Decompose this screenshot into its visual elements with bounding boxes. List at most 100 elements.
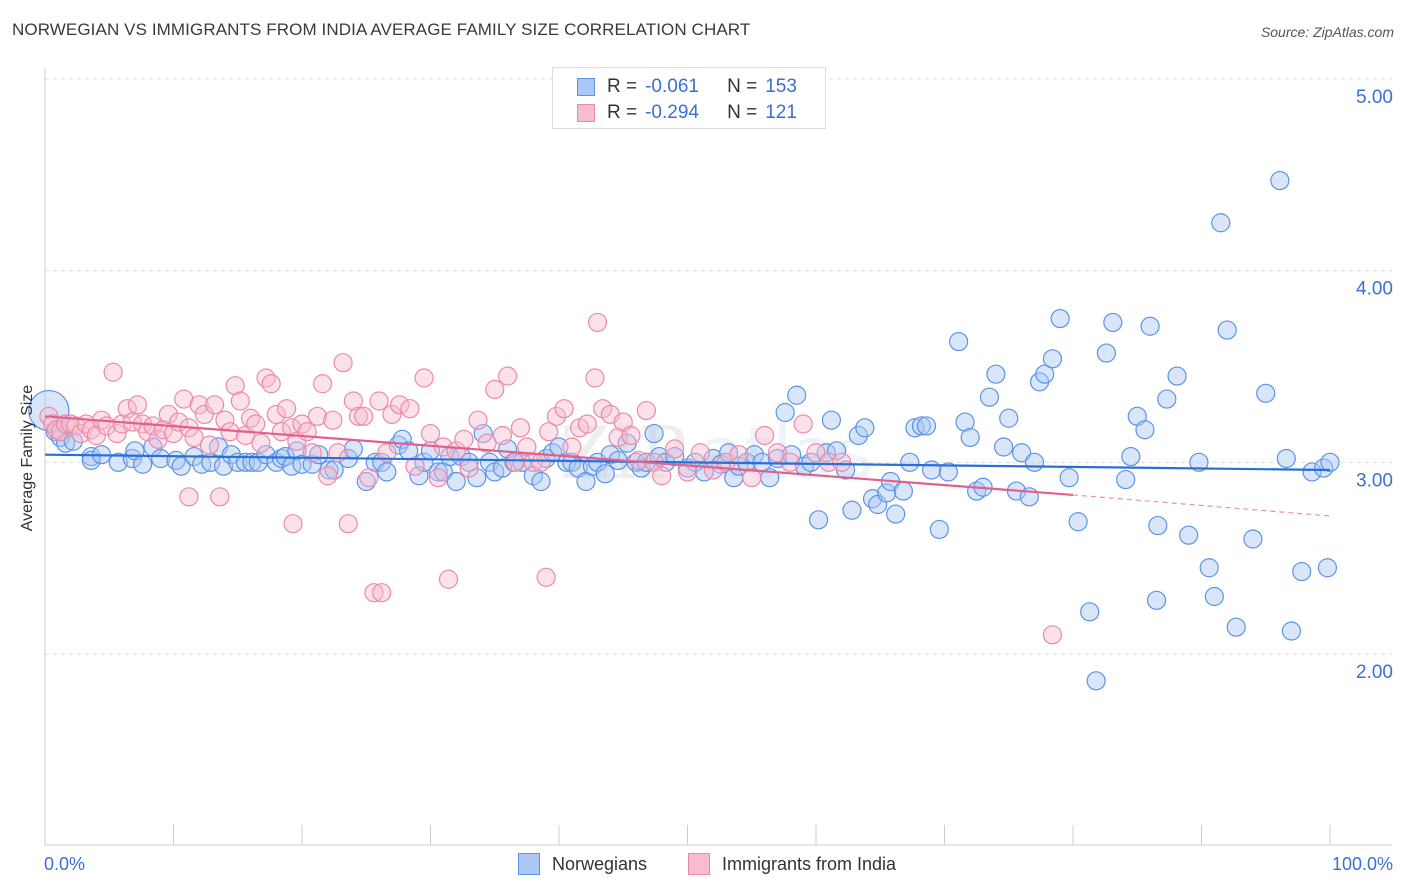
india-point: [780, 452, 800, 472]
india-point: [531, 452, 551, 472]
india-point: [621, 425, 641, 446]
norwegians-point: [467, 468, 487, 488]
norwegians-point: [986, 364, 1006, 384]
india-point: [1042, 625, 1063, 645]
india-point: [230, 391, 250, 411]
india-point: [377, 443, 397, 463]
source-label: Source: ZipAtlas.com: [1260, 24, 1394, 40]
india-point: [71, 423, 91, 444]
india-point: [210, 487, 230, 507]
norwegians-point: [911, 416, 931, 436]
norwegians-point: [446, 471, 466, 492]
india-point: [459, 458, 479, 478]
india-point: [338, 514, 358, 534]
india-point: [307, 406, 328, 426]
norwegians-point: [1068, 512, 1088, 532]
india-point: [302, 443, 322, 463]
india-point: [554, 399, 574, 419]
norwegians-point: [1226, 617, 1246, 637]
norwegians-point: [1320, 452, 1340, 472]
india-point: [438, 569, 459, 589]
norwegians-point: [1281, 621, 1302, 641]
trend-norwegians: [44, 453, 1331, 472]
norwegians-point: [1157, 389, 1177, 409]
norwegians-point: [595, 464, 615, 484]
norwegians-point: [848, 425, 869, 446]
x-tick-label: 0.0%: [44, 854, 85, 874]
india-point: [323, 410, 343, 430]
india-point: [158, 404, 178, 425]
india-point: [359, 468, 379, 488]
bottom-legend-swatch-pink: [688, 853, 710, 875]
norwegians-point: [1146, 590, 1167, 610]
norwegians-point: [1024, 452, 1045, 472]
india-point: [261, 374, 281, 394]
norwegians-point: [1217, 320, 1237, 340]
norwegians-point: [862, 489, 883, 509]
tick-labels: 2.00 3.00 4.00 5.00 0.0% 100.0%: [44, 87, 1393, 874]
norwegians-point: [1080, 602, 1100, 622]
india-point: [107, 423, 127, 444]
norwegians-point: [916, 416, 937, 436]
norwegians-point: [1199, 558, 1219, 578]
norwegians-point: [960, 427, 980, 448]
india-point: [189, 395, 209, 415]
legend-n-label: N =: [727, 102, 758, 123]
norwegians-point: [1189, 452, 1209, 472]
india-point: [793, 414, 813, 434]
india-point: [562, 437, 582, 457]
norwegians-point: [877, 483, 897, 503]
india-point: [468, 410, 488, 430]
legend-row-india: R = -0.294 N = 121: [577, 102, 797, 124]
india-point: [593, 399, 613, 419]
y-tick-label: 2.00: [1356, 662, 1393, 683]
norwegians-point: [775, 402, 795, 423]
india-point: [354, 406, 374, 426]
india-point: [400, 399, 420, 419]
norwegians-point: [55, 433, 76, 453]
india-point: [754, 425, 775, 446]
legend-swatch-pink: [577, 104, 595, 122]
y-tick-label: 5.00: [1356, 87, 1393, 108]
norwegians-point: [1135, 420, 1155, 440]
norwegians-point: [201, 452, 221, 472]
norwegians-point: [1116, 469, 1136, 490]
india-point: [276, 399, 297, 419]
norwegians-point: [531, 471, 551, 492]
norwegians-point: [886, 504, 906, 524]
norwegians-point: [999, 408, 1019, 428]
india-point: [256, 368, 276, 388]
legend-r-label: R =: [607, 76, 638, 97]
india-point: [103, 362, 123, 382]
bottom-legend-label: Norwegians: [552, 853, 648, 874]
norwegians-point: [1167, 366, 1187, 386]
gridlines: [45, 78, 1392, 655]
india-point: [577, 414, 597, 434]
legend-row-norwegians: R = -0.061 N = 153: [577, 76, 797, 98]
norwegians-point: [1096, 343, 1117, 363]
india-point: [652, 466, 672, 486]
india-point: [420, 423, 441, 444]
india-point: [348, 406, 369, 426]
india-point: [251, 433, 271, 453]
norwegians-point: [1276, 448, 1296, 469]
india-point: [428, 468, 448, 488]
norwegians-point: [955, 412, 975, 432]
norwegians-point: [428, 462, 448, 482]
series-india: [39, 312, 1063, 645]
trend-india-extension: [1072, 494, 1331, 517]
india-point: [498, 366, 518, 386]
norwegians-point: [826, 441, 847, 461]
norwegians-point: [808, 510, 829, 530]
india-point: [382, 404, 402, 425]
norwegians-point: [994, 437, 1014, 457]
norwegians-point: [377, 462, 397, 482]
norwegians-point: [842, 500, 862, 520]
india-point: [364, 583, 384, 603]
india-point: [767, 443, 788, 463]
india-point: [312, 374, 333, 394]
india-point: [405, 456, 425, 476]
india-point: [127, 395, 148, 415]
norwegians-point: [949, 331, 969, 352]
norwegians-point: [557, 452, 577, 472]
